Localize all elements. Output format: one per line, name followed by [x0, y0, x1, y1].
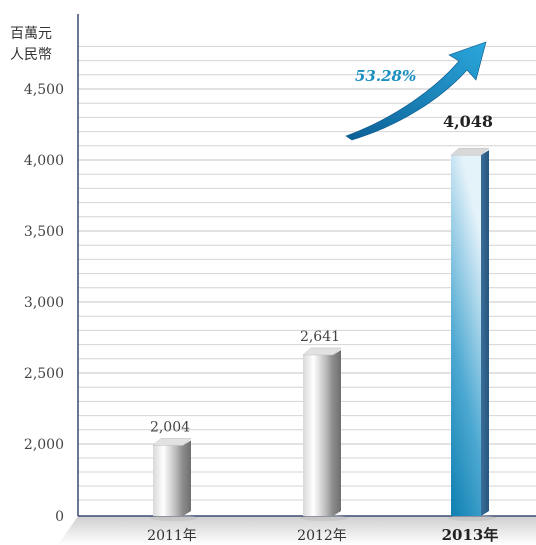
- category-label: 2013年: [442, 526, 499, 544]
- growth-annotation: 53.28%: [345, 41, 487, 141]
- bar-side: [333, 349, 341, 516]
- y-tick-labels: 0 2,000 2,500 3,000 3,500 4,000 4,500: [24, 82, 64, 525]
- bar-side: [183, 440, 191, 516]
- y-unit-label-line: 人民幣: [10, 47, 52, 63]
- bar-front: [451, 155, 481, 516]
- bar-side: [481, 150, 489, 516]
- bar-cap: [450, 147, 490, 156]
- growth-arrow-icon: [345, 41, 487, 141]
- y-tick-label: 2,500: [24, 366, 64, 382]
- category-label: 2012年: [297, 528, 347, 544]
- bar-2011年: [150, 438, 198, 521]
- bar-shadow: [300, 515, 348, 521]
- y-unit-label-line: 百萬元: [10, 26, 52, 42]
- y-tick-label: 3,500: [24, 224, 64, 240]
- y-tick-label: 4,500: [24, 82, 64, 98]
- bar-shadow: [150, 515, 198, 521]
- bar-2012年: [300, 347, 348, 521]
- bar-shadow: [448, 515, 496, 521]
- data-labels: 2,004 2,641 4,048: [150, 112, 493, 435]
- bar-cap: [152, 438, 192, 446]
- data-label: 2,004: [150, 419, 190, 435]
- category-labels: 2011年 2012年 2013年: [147, 526, 498, 544]
- floor-plane: [58, 516, 536, 545]
- data-label: 4,048: [443, 112, 493, 131]
- bar-cap: [302, 347, 342, 356]
- y-tick-label: 4,000: [24, 153, 64, 169]
- y-tick-label: 2,000: [24, 437, 64, 453]
- y-tick-label: 0: [55, 509, 64, 525]
- growth-label: 53.28%: [355, 67, 416, 85]
- bar-front: [303, 354, 333, 516]
- category-label: 2011年: [147, 528, 197, 544]
- bar-2013年: [448, 147, 496, 521]
- y-tick-label: 3,000: [24, 295, 64, 311]
- bars: [150, 147, 496, 521]
- data-label: 2,641: [300, 329, 340, 345]
- bar-front: [153, 445, 183, 516]
